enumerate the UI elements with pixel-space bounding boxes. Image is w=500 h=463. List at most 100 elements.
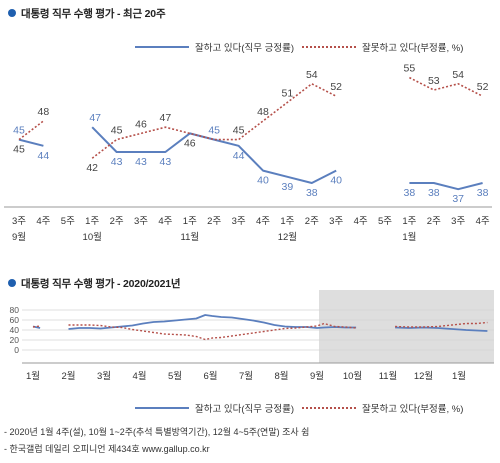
- chart1-title-text: 대통령 직무 수행 평가 - 최근 20주: [21, 8, 166, 20]
- chart1-x-tick-label: 2주: [110, 216, 124, 227]
- chart1-x-tick-label: 4주: [476, 216, 490, 227]
- chart1-legend-positive-text: 잘하고 있다(직무 긍정률): [195, 43, 295, 54]
- chart1-x-tick-label: 3주: [232, 216, 246, 227]
- chart1-data-label-negative: 54: [306, 69, 318, 81]
- footnote-2: - 한국갤럽 데일리 오피니언 제434호 www.gallup.co.kr: [4, 444, 210, 454]
- title-bullet-icon: [8, 279, 16, 287]
- chart2-y-tick-label: 0: [14, 345, 19, 355]
- chart2-x-month-label: 6월: [203, 370, 217, 382]
- chart2-x-month-label: 2월: [61, 370, 75, 382]
- chart1-data-label-negative: 45: [13, 144, 25, 156]
- chart1-x-tick-label: 4주: [36, 216, 50, 227]
- chart2-shaded-region: [319, 290, 494, 363]
- chart1-data-label-positive: 43: [111, 156, 123, 168]
- chart2-legend-negative-text: 잘못하고 있다(부정률, %): [362, 404, 464, 415]
- footnotes: - 2020년 1월 4주(설), 10월 1~2주(추석 특별방역기간), 1…: [4, 424, 309, 458]
- legend-dotted-line-icon: [302, 46, 356, 48]
- chart2-series-line-positive: [32, 314, 488, 332]
- chart2-title: 대통령 직무 수행 평가 - 2020/2021년: [8, 276, 181, 291]
- chart1-data-label-negative: 51: [282, 87, 294, 99]
- chart1-x-tick-label: 2주: [427, 216, 441, 227]
- chart2-x-month-label: 1월: [452, 370, 466, 382]
- legend-solid-line-icon: [135, 407, 189, 409]
- chart1-data-label-positive: 43: [135, 156, 147, 168]
- chart1-data-label-positive: 39: [282, 181, 294, 193]
- chart2-y-tick-label: 20: [10, 335, 20, 345]
- chart2-series-line-negative: [32, 321, 488, 341]
- chart2-legend-negative: 잘못하고 있다(부정률, %): [302, 401, 463, 415]
- title-bullet-icon: [8, 9, 16, 17]
- chart1-title: 대통령 직무 수행 평가 - 최근 20주: [8, 6, 166, 21]
- chart1-data-label-positive: 40: [330, 175, 342, 187]
- chart1-x-month-label: 11월: [180, 231, 199, 243]
- chart2-legend-positive: 잘하고 있다(직무 긍정률): [135, 401, 294, 415]
- footnote-1: - 2020년 1월 4주(설), 10월 1~2주(추석 특별방역기간), 1…: [4, 427, 310, 437]
- chart1-data-label-positive: 45: [13, 125, 25, 137]
- chart1-x-tick-label: 1주: [183, 216, 197, 227]
- chart1-x-tick-label: 5주: [61, 216, 75, 227]
- chart1-x-tick-label: 3주: [12, 216, 26, 227]
- chart1-x-month-label: 9월: [12, 231, 26, 243]
- chart2-x-month-label: 12월: [414, 370, 433, 382]
- chart1-data-label-negative: 55: [404, 63, 416, 75]
- chart1-data-label-positive: 44: [233, 150, 245, 162]
- chart1-x-tick-label: 3주: [451, 216, 465, 227]
- chart1-x-month-label: 10월: [83, 231, 102, 243]
- chart1-data-label-negative: 46: [184, 137, 196, 149]
- chart1-data-label-negative: 46: [135, 118, 147, 130]
- chart1-data-label-positive: 40: [257, 175, 269, 187]
- chart2-x-month-label: 10월: [343, 370, 362, 382]
- chart1-data-label-negative: 45: [233, 125, 245, 137]
- chart1-data-label-positive: 38: [477, 187, 489, 199]
- chart2-x-month-label: 1월: [26, 370, 40, 382]
- chart1-legend-positive: 잘하고 있다(직무 긍정률): [135, 40, 294, 54]
- chart1-data-label-negative: 45: [111, 125, 123, 137]
- chart1-data-label-positive: 47: [89, 112, 101, 124]
- chart1-data-label-positive: 38: [428, 187, 440, 199]
- chart2-x-month-label: 5월: [168, 370, 182, 382]
- chart2-legend-positive-text: 잘하고 있다(직무 긍정률): [195, 404, 295, 415]
- chart1-legend-negative-text: 잘못하고 있다(부정률, %): [362, 43, 464, 54]
- chart1-data-label-negative: 54: [452, 69, 464, 81]
- chart1-x-tick-label: 1주: [280, 216, 294, 227]
- chart2-y-tick-label: 80: [10, 305, 20, 315]
- chart2-y-tick-label: 40: [10, 325, 20, 335]
- chart1-x-tick-label: 4주: [354, 216, 368, 227]
- chart1-x-tick-label: 3주: [134, 216, 148, 227]
- chart2-x-month-label: 11월: [379, 370, 398, 382]
- chart1-data-label-positive: 43: [160, 156, 172, 168]
- chart1-x-tick-label: 5주: [378, 216, 392, 227]
- chart2-x-month-label: 3월: [97, 370, 111, 382]
- chart2-x-month-label: 7월: [239, 370, 253, 382]
- chart1-data-label-positive: 37: [452, 193, 464, 205]
- chart1-x-tick-label: 2주: [305, 216, 319, 227]
- chart2-title-text: 대통령 직무 수행 평가 - 2020/2021년: [21, 278, 181, 290]
- chart1-series-line-negative: [18, 76, 483, 159]
- chart1-x-tick-label: 4주: [158, 216, 172, 227]
- legend-solid-line-icon: [135, 46, 189, 48]
- chart2-x-month-label: 9월: [310, 370, 324, 382]
- chart1-x-tick-label: 1주: [402, 216, 416, 227]
- chart1-data-label-negative: 52: [477, 81, 489, 93]
- chart1-series-line-positive: [18, 126, 483, 191]
- chart1-data-label-negative: 48: [257, 106, 269, 118]
- chart2-x-month-label: 8월: [274, 370, 288, 382]
- chart1-data-label-negative: 48: [38, 106, 50, 118]
- chart1-weekly-approval: 45 45 44 48 42 43 45 43 46 43 47 46 45 44 45 40 48 39 51 38…: [4, 63, 492, 243]
- chart1-x-month-label: 1월: [402, 231, 416, 243]
- chart1-data-label-positive: 38: [306, 187, 318, 199]
- chart1-x-tick-label: 2주: [207, 216, 221, 227]
- chart1-data-label-negative: 52: [330, 81, 342, 93]
- chart1-x-month-label: 12월: [278, 231, 297, 243]
- legend-dotted-line-icon: [302, 407, 356, 409]
- chart1-data-label-negative: 42: [86, 162, 98, 174]
- chart1-data-label-negative: 53: [428, 75, 440, 87]
- chart1-x-tick-label: 4주: [256, 216, 270, 227]
- chart1-x-tick-label: 1주: [85, 216, 99, 227]
- chart2-x-month-label: 4월: [132, 370, 146, 382]
- chart1-x-tick-label: 3주: [329, 216, 343, 227]
- chart1-data-label-positive: 38: [404, 187, 416, 199]
- chart1-data-label-positive: 45: [208, 125, 220, 137]
- chart1-data-label-negative: 47: [160, 112, 172, 124]
